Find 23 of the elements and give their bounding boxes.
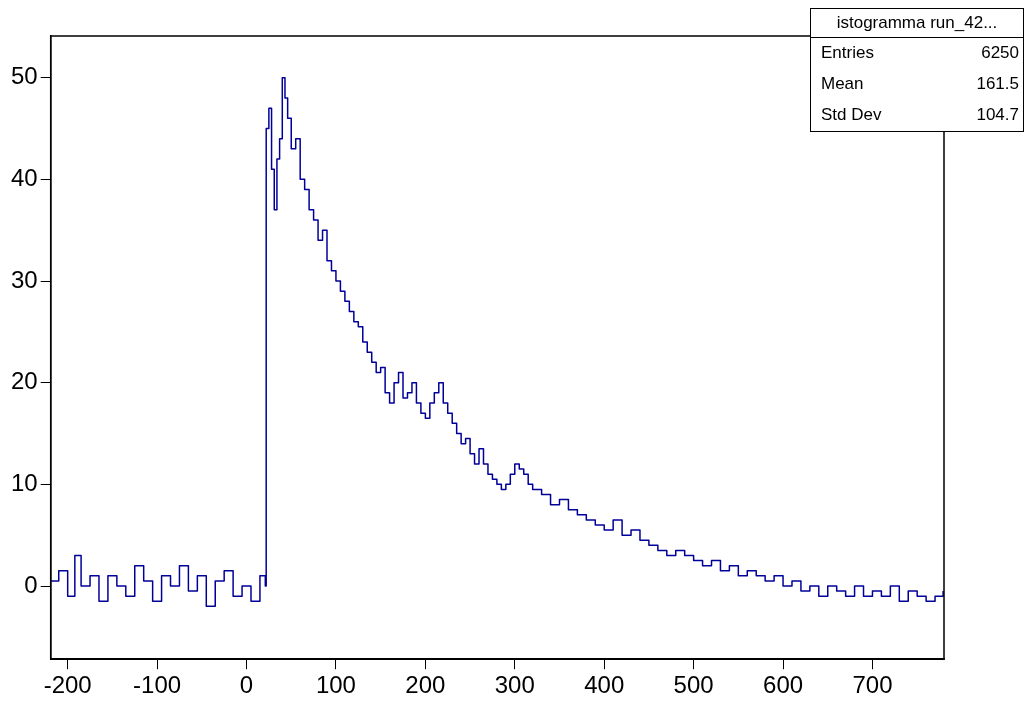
annotation: Std Dev [821, 105, 882, 125]
x-tick-label: 500 [673, 671, 714, 699]
x-tick-label: 400 [584, 671, 625, 699]
x-tick-label: 300 [494, 671, 535, 699]
text: 161.5 [976, 74, 1019, 94]
x-tick-label: 600 [763, 671, 804, 699]
text: 104.7 [976, 105, 1019, 125]
annotation: Mean [821, 74, 864, 94]
y-tick-label: 50 [10, 62, 38, 90]
x-tick-label: 700 [852, 671, 893, 699]
x-tick-label: 200 [405, 671, 446, 699]
text: istogramma run_42... [811, 9, 1023, 38]
annotation: Entries [821, 43, 874, 63]
y-tick-label: 30 [10, 265, 38, 293]
text: 6250 [981, 43, 1019, 63]
x-tick-label: 0 [239, 671, 254, 699]
x-tick-label: -200 [43, 671, 92, 699]
y-tick-label: 10 [10, 468, 38, 496]
x-tick-label: -100 [133, 671, 182, 699]
y-tick-label: 40 [10, 163, 38, 191]
y-tick-label: 0 [24, 570, 38, 598]
y-tick-label: 20 [10, 367, 38, 395]
x-tick-label: 100 [315, 671, 356, 699]
